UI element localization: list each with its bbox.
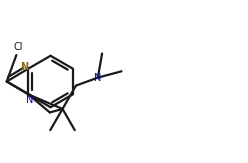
Text: N: N [20,62,28,72]
Text: Cl: Cl [14,42,23,52]
Text: N: N [26,95,33,105]
Text: N: N [94,73,101,83]
